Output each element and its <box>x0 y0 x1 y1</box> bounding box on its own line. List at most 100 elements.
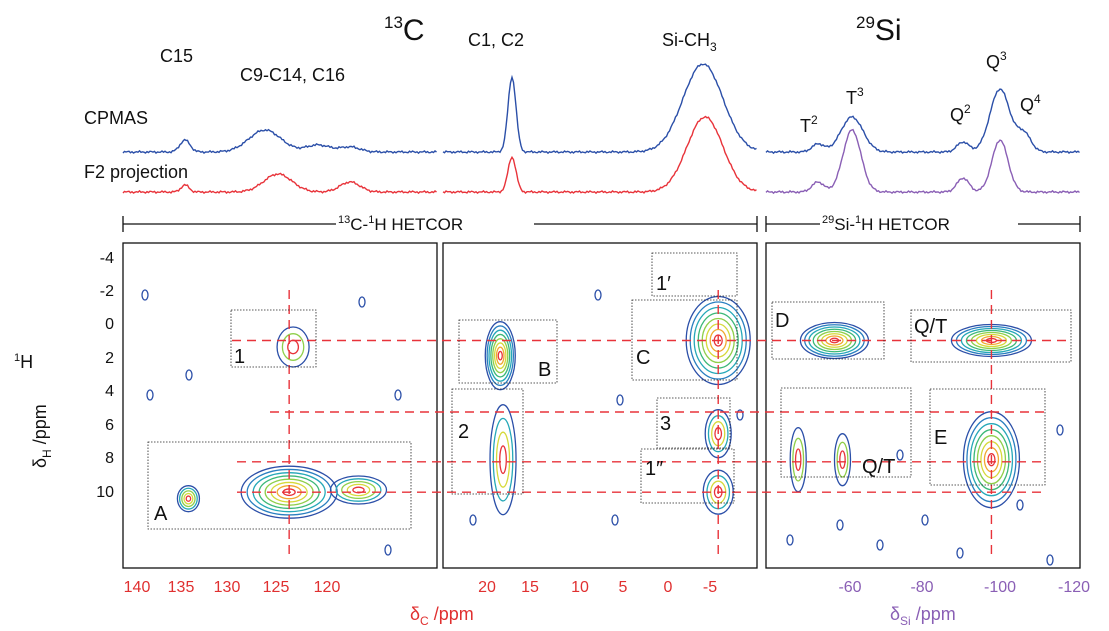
region-label-qt-right: Q/T <box>914 316 947 338</box>
peak-label-c15: C15 <box>160 46 193 66</box>
y-tick-label: 10 <box>96 484 114 501</box>
x-tick-label: 120 <box>314 579 341 596</box>
contour-level <box>794 448 802 471</box>
bracket-si-label: 29Si-1H HETCOR <box>822 214 950 234</box>
x-tick-label: -100 <box>984 579 1016 596</box>
y-tick-label: 8 <box>105 450 114 467</box>
region-label-a: A <box>154 503 168 525</box>
x-tick-labels-c: 140 135 130 125 120 20 15 10 5 0 -5 <box>124 579 718 596</box>
region-label-1: 1 <box>234 346 245 368</box>
region-box-e <box>929 388 1046 486</box>
contour-level <box>839 450 846 469</box>
region-box-b <box>458 319 558 384</box>
contour-noise <box>896 449 904 461</box>
x-tick-label: 130 <box>214 579 241 596</box>
peak-label-c1c2: C1, C2 <box>468 30 524 50</box>
x-tick-label: -60 <box>838 579 861 596</box>
x-tick-labels-si: -60 -80 -100 -120 <box>838 579 1090 596</box>
contour-level <box>987 453 996 467</box>
region-label-2: 2 <box>458 421 469 443</box>
x-tick-label: 0 <box>664 579 673 596</box>
contour-level <box>976 435 1007 485</box>
y-axis-label: δH /ppm <box>30 404 54 468</box>
contour-noise <box>836 519 844 531</box>
spectrum-f2-c-aliphatic <box>442 115 757 195</box>
region-boxes <box>147 252 1072 530</box>
contour-level <box>833 433 852 487</box>
contour-noise <box>956 547 964 559</box>
y-tick-label: 4 <box>105 383 114 400</box>
peak-label-q4: Q4 <box>1020 92 1041 115</box>
y-axis-nucleus: 1H <box>14 352 33 372</box>
region-box-1pp <box>640 448 735 504</box>
contour-noise <box>141 289 149 301</box>
x-axis-label-c: δC /ppm <box>410 604 474 628</box>
contour-noise <box>594 289 602 301</box>
x-tick-label: 10 <box>571 579 589 596</box>
y-tick-label: 2 <box>105 350 114 367</box>
x-tick-label: -120 <box>1058 579 1090 596</box>
region-label-1pp: 1″ <box>645 458 663 480</box>
y-tick-label: 0 <box>105 316 114 333</box>
region-box-d <box>771 301 885 360</box>
bracket-si-hetcor <box>765 216 1081 232</box>
contour-level <box>490 333 511 378</box>
region-label-d: D <box>775 310 789 332</box>
contour-level <box>493 342 507 370</box>
x-tick-label: 20 <box>478 579 496 596</box>
spectrum-cpmas-si <box>765 88 1080 155</box>
contour-level <box>489 404 517 516</box>
spectrum-cpmas-c-aromatic <box>122 128 437 155</box>
peak-label-sich3: Si-CH3 <box>662 30 717 54</box>
guide-lines <box>232 290 1072 560</box>
x-tick-label: -5 <box>703 579 717 596</box>
contour-level <box>492 417 514 502</box>
contour-noise <box>146 389 154 401</box>
contour-level <box>495 431 511 488</box>
contour-level <box>178 487 198 510</box>
contour-level <box>335 478 382 502</box>
contour-level <box>176 485 201 513</box>
contour-level <box>499 445 507 475</box>
contour-noise <box>358 296 366 308</box>
region-label-c: C <box>636 347 650 369</box>
contour-level <box>181 490 196 508</box>
contour-level <box>329 475 388 505</box>
peak-label-q2: Q2 <box>950 102 971 125</box>
region-box-1p <box>651 252 738 297</box>
contour-noise <box>469 514 477 526</box>
si29-header: 29Si <box>856 13 902 47</box>
region-box-2 <box>451 388 524 495</box>
spectrum-f2-c-aromatic <box>122 172 437 195</box>
y-tick-label: -4 <box>100 250 114 267</box>
y-tick-label: 6 <box>105 417 114 434</box>
row-label-f2: F2 projection <box>84 162 188 182</box>
y-tick-labels: -4 -2 0 2 4 6 8 10 <box>96 250 114 501</box>
x-tick-label: 125 <box>263 579 290 596</box>
contour-level <box>975 333 1008 348</box>
contour-level <box>492 338 509 374</box>
contour-level <box>185 495 192 502</box>
contour-level <box>484 321 516 391</box>
y-tick-label: -2 <box>100 283 114 300</box>
contour-level <box>488 329 513 382</box>
contour-level <box>486 325 515 387</box>
peak-label-q3: Q3 <box>986 49 1007 72</box>
contour-noise <box>736 409 744 421</box>
contour-noise <box>1046 554 1054 566</box>
contour-level <box>183 492 194 505</box>
spectrum-cpmas-c-aliphatic <box>442 63 757 155</box>
panel-si <box>765 242 1081 569</box>
contour-noise <box>611 514 619 526</box>
peak-label-t3: T3 <box>846 85 864 108</box>
contour-level <box>836 441 849 478</box>
panel-c-aliphatic <box>442 242 758 569</box>
contour-noise <box>876 539 884 551</box>
contour-noise <box>616 394 624 406</box>
region-box-c <box>631 299 738 381</box>
x-tick-label: 140 <box>124 579 151 596</box>
contour-level <box>276 326 310 368</box>
spectra-1d <box>122 63 1080 195</box>
region-box-a <box>147 441 412 530</box>
x-axis-label-si: δSi /ppm <box>890 604 956 628</box>
